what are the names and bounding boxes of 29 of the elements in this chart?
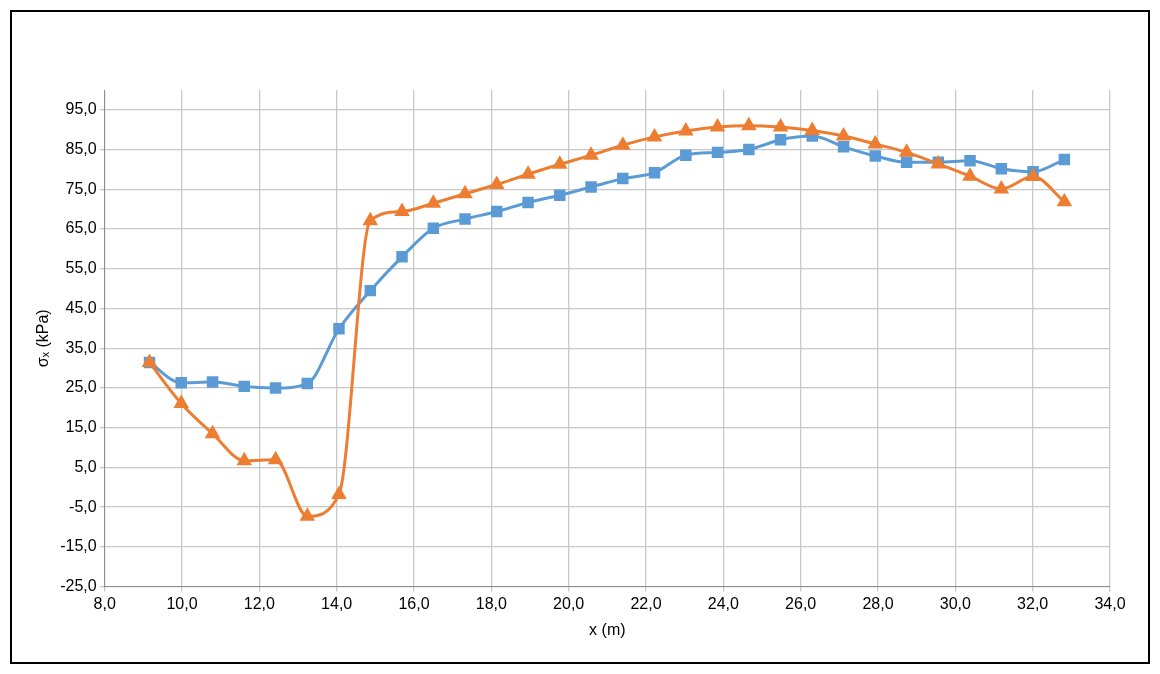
y-tick-label: 65,0 (65, 219, 97, 237)
x-tick-label: 18,0 (475, 594, 508, 612)
x-tick-label: 30,0 (939, 594, 972, 612)
y-tick-label: -25,0 (60, 577, 97, 595)
y-tick-label: 55,0 (65, 259, 97, 277)
x-tick-label: 14,0 (321, 594, 353, 612)
y-tick-label: 75,0 (65, 179, 97, 197)
y-tick-label: 95,0 (65, 100, 97, 118)
y-tick-label: 25,0 (65, 378, 97, 396)
x-tick-label: 8,0 (93, 594, 116, 612)
y-tick-label: 15,0 (65, 418, 97, 436)
y-tick-label: 5,0 (74, 457, 97, 475)
y-tick-label: -15,0 (60, 537, 97, 555)
x-tick-label: 26,0 (785, 594, 817, 612)
x-tick-label: 32,0 (1017, 594, 1049, 612)
x-tick-label: 12,0 (243, 594, 276, 612)
x-tick-label: 34,0 (1094, 594, 1126, 612)
x-tick-label: 22,0 (630, 594, 662, 612)
x-tick-label: 24,0 (707, 594, 740, 612)
x-tick-label: 10,0 (166, 594, 198, 612)
x-tick-label: 16,0 (398, 594, 430, 612)
y-tick-label: -5,0 (69, 497, 97, 515)
x-tick-label: 20,0 (553, 594, 585, 612)
y-tick-label: 45,0 (65, 298, 97, 316)
y-axis-title: σₓ (kPa) (34, 309, 52, 368)
y-tick-label: 85,0 (65, 140, 97, 157)
x-axis-title: x (m) (589, 620, 626, 638)
y-tick-label: 35,0 (65, 338, 97, 356)
x-tick-label: 28,0 (862, 594, 894, 612)
